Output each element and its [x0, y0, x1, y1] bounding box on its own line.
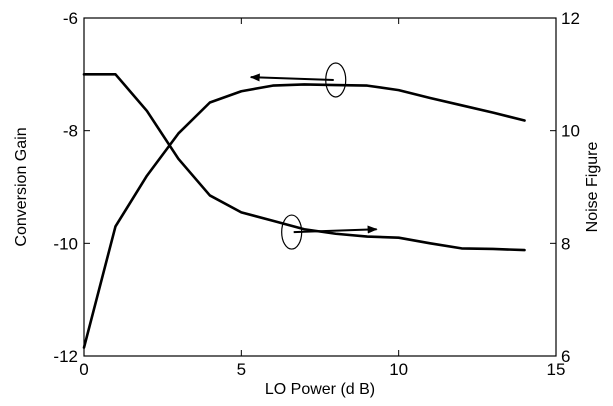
y-left-axis-title: Conversion Gain: [13, 127, 30, 246]
right-axis-arrow: [293, 225, 378, 234]
y-right-tick-label: 8: [561, 234, 570, 253]
y-left-tick-label: -10: [53, 234, 78, 253]
y-right-tick-label: 6: [561, 347, 570, 366]
left-axis-arrow: [249, 73, 334, 82]
y-right-tick-label: 12: [561, 9, 580, 28]
conversion-gain-line: [82, 83, 526, 349]
y-left-tick-label: -6: [63, 9, 78, 28]
x-axis-title: LO Power (d B): [265, 381, 375, 398]
x-tick-label: 15: [547, 360, 566, 379]
y-right-tick-label: 10: [561, 122, 580, 141]
plot-frame: [83, 17, 557, 357]
x-tick-label: 10: [389, 360, 408, 379]
x-tick-label: 5: [237, 360, 246, 379]
y-left-tick-label: -12: [53, 347, 78, 366]
x-tick-label: 0: [79, 360, 88, 379]
y-right-axis-title: Noise Figure: [584, 142, 601, 233]
y-left-tick-label: -8: [63, 122, 78, 141]
noise-figure-line: [82, 73, 526, 252]
